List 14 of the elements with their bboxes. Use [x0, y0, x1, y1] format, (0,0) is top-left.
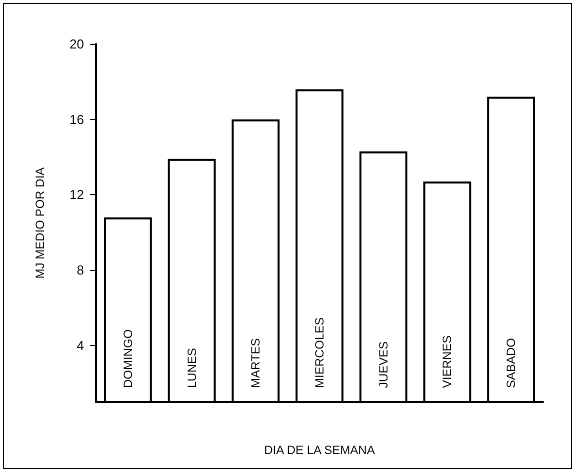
y-tick-label: 8	[76, 262, 84, 278]
x-tick-label: JUEVES	[376, 341, 390, 388]
x-tick-label: VIERNES	[440, 335, 454, 388]
x-tick-label: DOMINGO	[120, 329, 135, 388]
x-tick-label: SABADO	[504, 338, 518, 388]
x-tick-label: MARTES	[248, 338, 263, 388]
y-tick-label: 12	[70, 187, 84, 202]
y-tick-label: 4	[76, 338, 84, 353]
x-tick-label: LUNES	[184, 348, 199, 388]
x-axis-title: DIA DE LA SEMANA	[264, 443, 375, 457]
y-tick-label: 20	[70, 36, 84, 52]
y-axis-title: MJ MEDIO POR DIA	[33, 167, 47, 279]
y-tick-label: 16	[70, 112, 84, 127]
x-tick-label: MIERCOLES	[312, 317, 326, 388]
